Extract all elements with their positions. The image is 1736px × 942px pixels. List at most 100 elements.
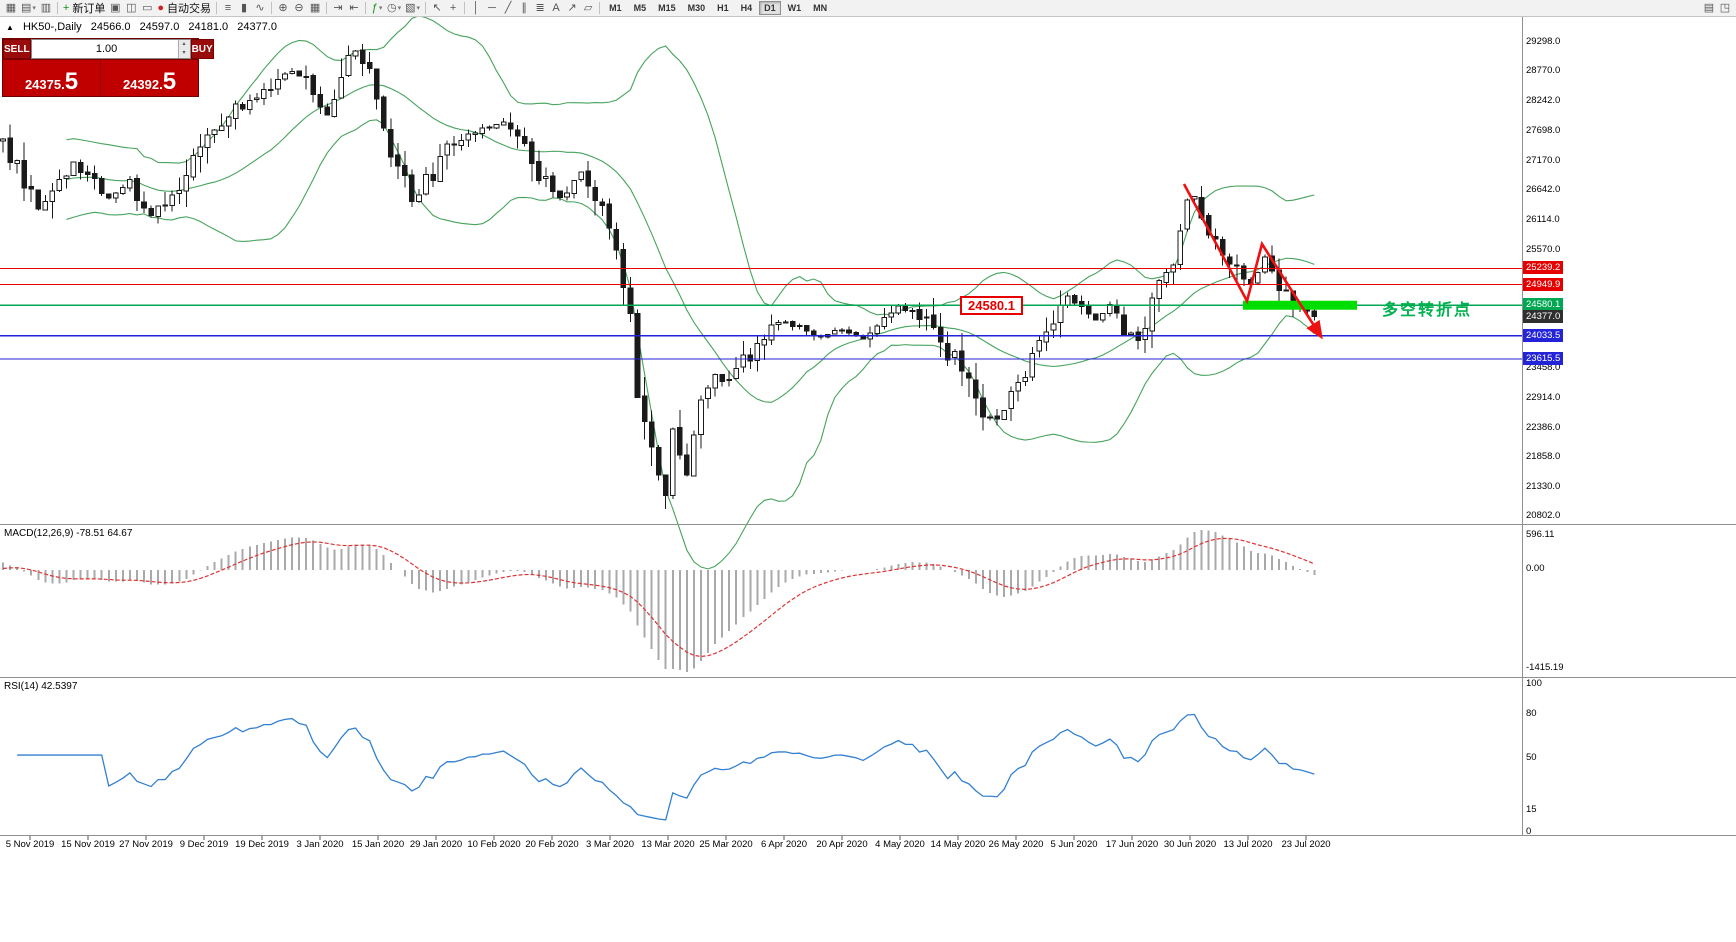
toolbar-separator [56,2,58,14]
tile-windows-icon[interactable]: ▦ [307,1,323,16]
volume-up-button[interactable]: ▴ [178,40,190,49]
toolbar-separator [599,2,601,14]
chart-ohlc-title: ▲ HK50-,Daily 24566.0 24597.0 24181.0 24… [6,21,283,33]
navigator-icon: ▭ [142,2,153,14]
profiles-icon[interactable]: ▤ ▾ [19,1,38,16]
panel-collapse-icon[interactable]: ▲ [6,23,14,32]
autotrading-button-label: 自动交易 [167,3,212,15]
bollinger-upper [66,15,1315,316]
indicators-icon[interactable]: ƒ ▾ [369,1,385,16]
text-icon[interactable]: A [548,1,564,16]
zoom-out-icon[interactable]: ⊖ [291,1,307,16]
auto-scroll-icon[interactable]: ⇥ [330,1,346,16]
arrows-icon[interactable]: ↗ [564,1,580,16]
buy-button[interactable]: BUY [190,39,214,59]
chart-windows-icon[interactable]: ▥ [38,1,54,16]
fibonacci-icon: ≣ [535,2,545,14]
new-order-button: + [62,2,70,14]
arrows-icon: ↗ [567,2,577,14]
toolbar-separator [216,2,218,14]
new-chart-icon: ▦ [5,2,17,14]
data-window-icon: ◫ [126,2,137,14]
market-watch-icon[interactable]: ▣ [107,1,123,16]
print-icon[interactable]: ▤ [1701,1,1717,16]
vertical-line-icon[interactable]: │ [468,1,484,16]
price-callout-annotation[interactable]: 24580.1 [960,296,1023,315]
timeframe-w1[interactable]: W1 [787,3,802,13]
volume-down-button[interactable]: ▾ [178,49,190,58]
timeframe-h1[interactable]: H1 [717,3,729,13]
timeframe-m30[interactable]: M30 [687,3,706,13]
channel-icon[interactable]: ∥ [516,1,532,16]
zoom-out-icon: ⊖ [294,2,304,14]
sell-button[interactable]: SELL [3,39,31,59]
crosshair-icon[interactable]: + [445,1,461,16]
print-icon: ▤ [1703,2,1715,14]
chevron-down-icon: ▾ [378,5,383,12]
channel-icon: ∥ [521,2,527,14]
tile-windows-icon: ▦ [309,2,321,14]
timeframe-m1[interactable]: M1 [609,3,622,13]
bar-chart-icon[interactable]: ≡ [220,1,236,16]
autotrading-button[interactable]: ● 自动交易 [155,1,213,16]
symbol-name: HK50-,Daily [22,21,82,33]
toolbar-separator [464,2,466,14]
horizontal-line-icon: ─ [488,2,496,14]
cursor-icon: ↖ [432,2,442,14]
timeframe-d1[interactable]: D1 [759,1,781,15]
fibonacci-icon[interactable]: ≣ [532,1,548,16]
timeframe-h4[interactable]: H4 [740,3,753,13]
toolbar: ▦ ▤ ▾ ▥ + 新订单 ▣ ◫ ▭ ● 自动交易 ≡ ▮ ∿ ⊕ ⊖ ▦ ⇥ ⇤ ƒ ▾ ◷ ▾ ▧ ▾ ↖ + │ ─ ╱ ∥ ≣ A ↗ ▱… [0,0,1736,17]
chart-shift-icon[interactable]: ⇤ [346,1,362,16]
new-chart-icon[interactable]: ▦ [3,1,19,16]
navigator-icon[interactable]: ▭ [139,1,155,16]
zigzag-arrow-annotation[interactable] [1182,183,1323,340]
templates-icon[interactable]: ▧ ▾ [403,1,422,16]
rsi-line [17,713,1315,821]
ohlc-low: 24181.0 [188,21,229,33]
periods-icon[interactable]: ◷ ▾ [385,1,403,16]
timeframe-mn[interactable]: MN [813,3,828,13]
trendline-icon[interactable]: ╱ [500,1,516,16]
turning-point-annotation[interactable]: 多空转折点 [1382,302,1473,319]
toolbar-right-group: ▤ ◳ [1701,1,1733,16]
chevron-down-icon: ▾ [32,5,36,12]
buy-price[interactable]: 24392. 5 [100,60,198,96]
bollinger-middle [66,84,1315,403]
macd-signal-line [2,537,1315,658]
autotrading-button: ● [157,2,165,14]
help-icon[interactable]: ◳ [1717,1,1733,16]
timeframe-m5[interactable]: M5 [633,3,647,13]
data-window-icon[interactable]: ◫ [123,1,139,16]
sell-price[interactable]: 24375. 5 [24,68,79,95]
candles-layer [0,43,1318,509]
ohlc-open: 24566.0 [90,21,131,33]
new-order-button[interactable]: + 新订单 [61,1,107,16]
zoom-in-icon[interactable]: ⊕ [275,1,291,16]
templates-icon: ▧ [405,2,416,14]
timeframe-m15[interactable]: M15 [658,3,676,13]
help-icon: ◳ [1719,2,1731,14]
auto-scroll-icon: ⇥ [333,2,343,14]
vertical-line-icon: │ [472,2,480,14]
candle-chart-icon[interactable]: ▮ [236,1,252,16]
volume-input[interactable] [31,40,178,58]
crosshair-icon: + [449,2,457,14]
trendline-icon: ╱ [504,2,512,14]
ohlc-high: 24597.0 [139,21,180,33]
chevron-down-icon: ▾ [397,5,402,12]
one-click-trading-panel: SELL ▴ ▾ BUY 24375.5 24392.5 [2,38,214,97]
toolbar-separator [365,2,367,14]
bollinger-lower [66,119,1315,570]
ohlc-close: 24377.0 [237,21,277,33]
cursor-icon[interactable]: ↖ [429,1,445,16]
line-chart-icon[interactable]: ∿ [252,1,268,16]
horizontal-line-icon[interactable]: ─ [484,1,500,16]
shapes-icon[interactable]: ▱ [580,1,596,16]
text-icon: A [552,2,560,14]
toolbar-separator [271,2,273,14]
macd-label: MACD(12,26,9) -78.51 64.67 [4,528,133,539]
shapes-icon: ▱ [583,2,593,14]
